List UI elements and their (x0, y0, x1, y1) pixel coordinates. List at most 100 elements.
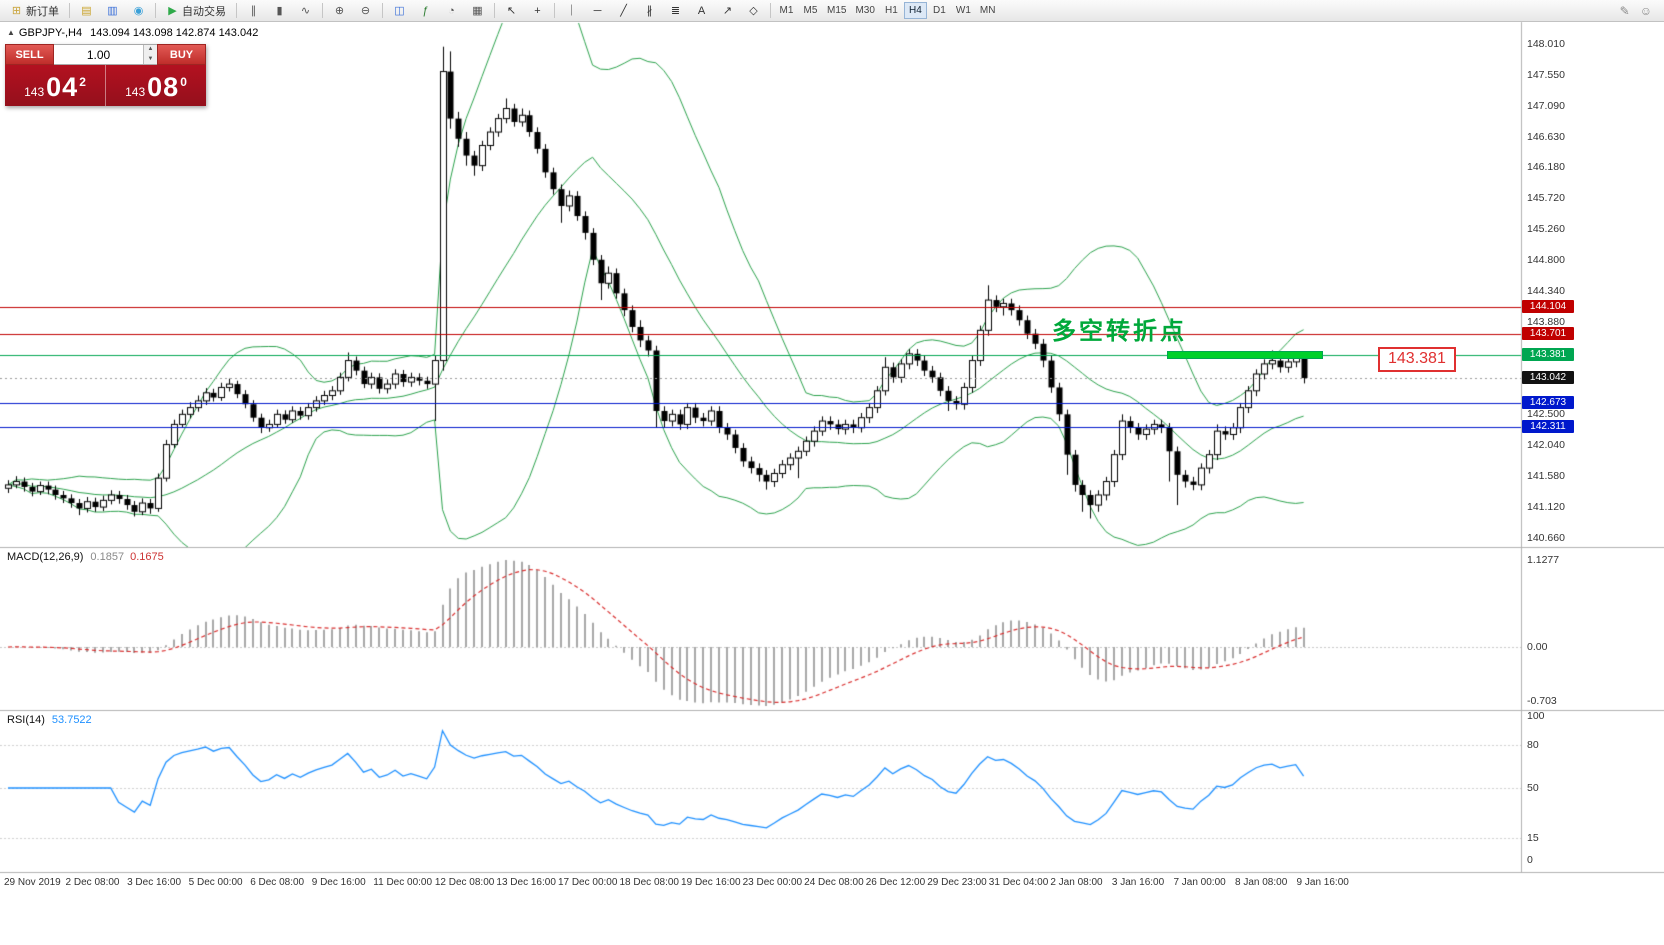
buy-price-display[interactable]: 143 08 0 (106, 65, 206, 106)
candlestick-type-button[interactable]: ▮ (267, 2, 292, 20)
time-axis-label: 13 Dec 16:00 (496, 877, 556, 888)
cursor-button[interactable]: ↖ (499, 2, 524, 20)
timeframe-button-d1[interactable]: D1 (928, 2, 951, 19)
rsi-axis-label: 100 (1527, 710, 1545, 722)
sell-button[interactable]: SELL (5, 44, 54, 65)
new-order-button[interactable]: ⊞ 新订单 (4, 2, 65, 20)
timeframe-button-h1[interactable]: H1 (880, 2, 903, 19)
channel-button[interactable]: ∦ (637, 2, 662, 20)
time-axis-label: 31 Dec 04:00 (988, 877, 1049, 888)
volume-up-button[interactable]: ▲ (144, 45, 157, 55)
panels-icon-group: ▤ ▥ ◉ (74, 2, 151, 20)
volume-down-button[interactable]: ▼ (144, 54, 157, 64)
collapse-triangle-icon[interactable]: ▲ (7, 28, 15, 37)
highlight-rectangle-object[interactable] (1167, 351, 1323, 359)
buy-price-point: 0 (180, 75, 187, 89)
price-axis-label: 146.630 (1527, 130, 1565, 143)
autotrade-button[interactable]: ▶ 自动交易 (160, 2, 232, 20)
chart-symbol-label: ▲ GBPJPY-,H4 143.094 143.098 142.874 143.0… (7, 27, 258, 39)
smiley-icon[interactable]: ☺ (1639, 3, 1652, 18)
windows-icon-group: ◫ ƒ ◔ ▦ (387, 2, 490, 20)
navigator-icon: ◉ (133, 4, 144, 17)
toolbar-separator (69, 3, 70, 18)
price-axis-label: 148.010 (1527, 37, 1565, 50)
text-label-button[interactable]: A (689, 2, 714, 20)
rsi-axis-label: 0 (1527, 854, 1533, 866)
bar-chart-type-button[interactable]: ∥ (241, 2, 266, 20)
depth-of-market-button[interactable]: ▤ (74, 2, 99, 20)
time-axis[interactable]: 29 Nov 2019 2 Dec 08:00 3 Dec 16:00 5 Dec 0… (0, 874, 1521, 892)
trendline-icon: ╱ (620, 4, 627, 17)
price-axis-label: 147.550 (1527, 68, 1565, 81)
volume-value[interactable]: 1.00 (86, 47, 111, 62)
horizontal-line-button[interactable]: ─ (585, 2, 610, 20)
macd-axis-label: 1.1277 (1527, 553, 1560, 566)
new-order-label: 新订单 (26, 5, 59, 18)
fibonacci-button[interactable]: ≣ (663, 2, 688, 20)
shapes-icon: ◇ (749, 4, 758, 17)
indicators-add-icon: ƒ (422, 4, 429, 17)
period-clock-button[interactable]: ◔ (439, 2, 464, 20)
timeframe-button-w1[interactable]: W1 (952, 2, 975, 19)
trendline-button[interactable]: ╱ (611, 2, 636, 20)
arrow-object-button[interactable]: ↗ (715, 2, 740, 20)
time-axis-label: 12 Dec 08:00 (434, 877, 495, 888)
cursor-icon-group: ↖ + (499, 2, 550, 20)
price-axis-label: 146.180 (1527, 160, 1565, 173)
price-tag: 143.042 (1522, 370, 1574, 384)
price-callout-label[interactable]: 143.381 (1378, 347, 1456, 372)
tile-windows-button[interactable]: ◫ (387, 2, 412, 20)
toolbar-separator (554, 3, 555, 18)
time-axis-label: 9 Jan 16:00 (1296, 877, 1349, 888)
price-tag: 143.701 (1522, 326, 1574, 340)
toolbar-right-icons: ✎ ☺ (1620, 4, 1660, 18)
zoom-in-button[interactable]: ⊕ (327, 2, 352, 20)
timeframe-button-h4[interactable]: H4 (903, 2, 927, 19)
market-watch-button[interactable]: ▥ (100, 2, 125, 20)
navigator-button[interactable]: ◉ (126, 2, 151, 20)
timeframe-button-m1[interactable]: M1 (775, 2, 798, 19)
depth-of-market-icon: ▤ (81, 4, 92, 17)
price-tag: 142.311 (1522, 420, 1574, 434)
time-axis-label: 2 Jan 08:00 (1050, 877, 1103, 888)
zoom-out-icon: ⊖ (360, 4, 371, 17)
price-axis[interactable]: 148.010 147.550 147.090 146.630 146.180 145.7… (1521, 0, 1664, 945)
line-chart-type-button[interactable]: ∿ (293, 2, 318, 20)
arrow-object-icon: ↗ (722, 4, 733, 17)
line-chart-type-icon: ∿ (300, 4, 311, 17)
time-axis-label: 3 Jan 16:00 (1111, 877, 1165, 888)
zoom-out-button[interactable]: ⊖ (353, 2, 378, 20)
sell-price-display[interactable]: 143 04 2 (5, 65, 106, 106)
volume-field[interactable]: 1.00 ▲ ▼ (54, 44, 157, 65)
timeframe-button-m5[interactable]: M5 (799, 2, 822, 19)
channel-icon: ∦ (646, 4, 653, 17)
timeframe-button-mn[interactable]: MN (976, 2, 1000, 19)
price-tag: 142.673 (1522, 395, 1574, 409)
price-axis-label: 144.800 (1527, 253, 1565, 266)
time-axis-label: 6 Dec 08:00 (250, 877, 305, 888)
time-axis-label: 8 Jan 08:00 (1235, 877, 1288, 888)
macd-indicator-label: MACD(12,26,9) 0.1857 0.1675 (7, 551, 164, 563)
indicators-add-button[interactable]: ƒ (413, 2, 438, 20)
price-axis-label: 147.090 (1527, 99, 1565, 112)
vertical-line-button[interactable]: ｜ (559, 2, 584, 20)
timeframe-group: M1 M5 M15 M30 H1 H4 D1 W1 MN (775, 2, 999, 19)
crosshair-icon: + (534, 4, 541, 17)
turning-point-annotation[interactable]: 多空转折点 (1052, 318, 1187, 345)
fibonacci-icon: ≣ (670, 4, 681, 17)
macd-signal-value: 0.1675 (130, 551, 164, 563)
crosshair-button[interactable]: + (525, 2, 550, 20)
toolbar-separator (382, 3, 383, 18)
price-axis-label: 141.580 (1527, 470, 1565, 483)
pencil-icon[interactable]: ✎ (1619, 3, 1630, 18)
timeframe-button-m15[interactable]: M15 (823, 2, 850, 19)
buy-button[interactable]: BUY (157, 44, 206, 65)
template-button[interactable]: ▦ (465, 2, 490, 20)
shapes-button[interactable]: ◇ (741, 2, 766, 20)
toolbar-separator (155, 3, 156, 18)
macd-name: MACD(12,26,9) (7, 551, 84, 563)
buy-price-pips: 08 (147, 72, 180, 102)
timeframe-button-m30[interactable]: M30 (851, 2, 878, 19)
text-label-icon: A (697, 4, 706, 17)
